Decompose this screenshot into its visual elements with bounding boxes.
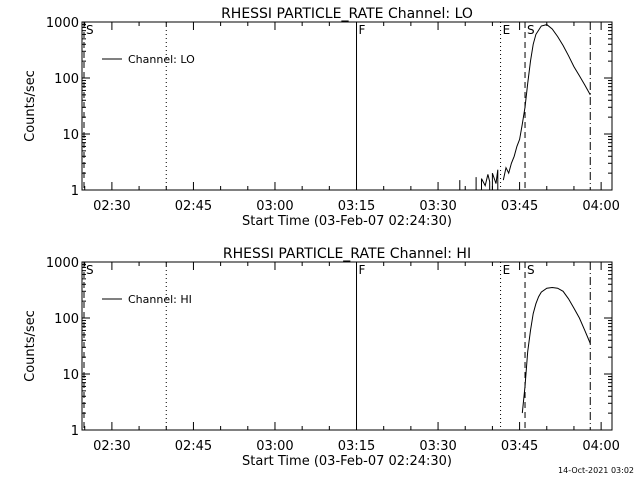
- marker-label: S: [527, 23, 535, 37]
- y-axis-label: Counts/sec: [23, 310, 38, 382]
- data-series-line: [521, 286, 591, 414]
- x-axis-label: Start Time (03-Feb-07 02:24:30): [242, 454, 452, 469]
- plot-frame: [81, 21, 613, 191]
- x-tick-label: 03:15: [338, 199, 375, 214]
- marker-label: S: [86, 23, 94, 37]
- marker-label: F: [359, 263, 366, 277]
- x-tick-label: 02:45: [175, 439, 212, 454]
- timestamp-footer: 14-Oct-2021 03:02: [558, 466, 634, 475]
- x-tick-label: 03:00: [256, 199, 293, 214]
- x-tick-label: 03:45: [501, 199, 538, 214]
- y-tick-label: 10: [62, 368, 79, 383]
- data-series-line: [502, 24, 591, 181]
- chart-title: RHESSI PARTICLE_RATE Channel: HI: [223, 246, 471, 262]
- legend-label: Channel: LO: [128, 53, 195, 66]
- marker-label: E: [503, 23, 511, 37]
- x-tick-label: 03:30: [419, 199, 456, 214]
- x-tick-label: 03:15: [338, 439, 375, 454]
- plot-frame: [81, 261, 613, 431]
- y-tick-label: 1: [71, 184, 79, 199]
- y-tick-label: 1000: [46, 256, 79, 271]
- marker-label: S: [86, 263, 94, 277]
- legend-label: Channel: HI: [128, 293, 192, 306]
- x-tick-label: 04:00: [582, 439, 619, 454]
- x-tick-label: 03:00: [256, 439, 293, 454]
- x-tick-label: 04:00: [582, 199, 619, 214]
- y-tick-label: 1000: [46, 16, 79, 31]
- marker-label: S: [527, 263, 535, 277]
- x-tick-label: 02:30: [93, 439, 130, 454]
- x-tick-label: 03:30: [419, 439, 456, 454]
- data-series-line: [481, 174, 491, 190]
- data-series-line: [491, 169, 499, 190]
- x-tick-label: 03:45: [501, 439, 538, 454]
- x-tick-label: 02:45: [175, 199, 212, 214]
- marker-label: E: [503, 263, 511, 277]
- x-tick-label: 02:30: [93, 199, 130, 214]
- y-tick-label: 10: [62, 128, 79, 143]
- y-axis-label: Counts/sec: [23, 70, 38, 142]
- y-tick-label: 1: [71, 424, 79, 439]
- y-tick-label: 100: [54, 72, 79, 87]
- marker-label: F: [359, 23, 366, 37]
- chart-title: RHESSI PARTICLE_RATE Channel: LO: [221, 6, 473, 22]
- y-tick-label: 100: [54, 312, 79, 327]
- x-axis-label: Start Time (03-Feb-07 02:24:30): [242, 214, 452, 229]
